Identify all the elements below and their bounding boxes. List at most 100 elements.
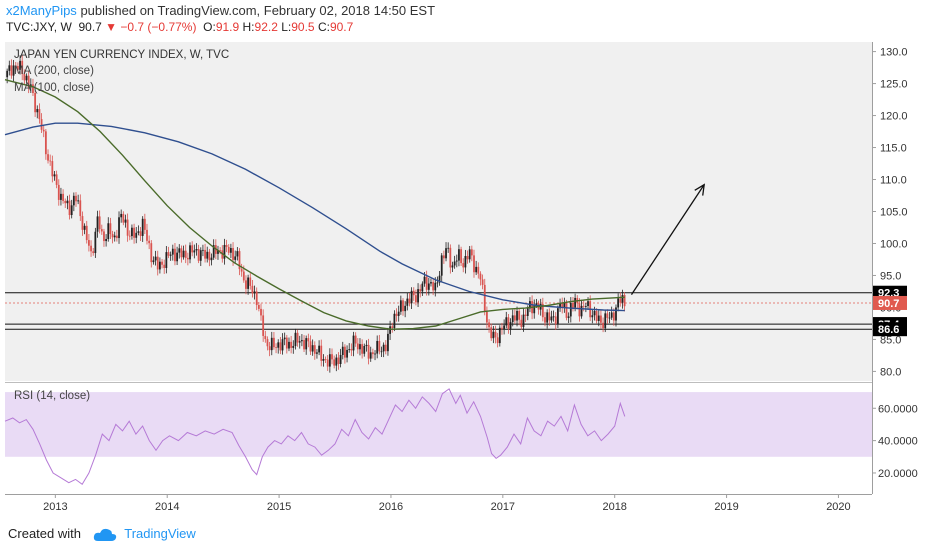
candle-body [492, 331, 495, 339]
candle-body [219, 250, 222, 251]
candle-body [281, 339, 284, 351]
candle-body [356, 343, 359, 350]
candle-body [415, 295, 417, 303]
candle-body [49, 160, 52, 162]
candle-body [501, 327, 503, 329]
candle-body [466, 256, 469, 260]
candle-body [488, 322, 490, 328]
candle-body [331, 354, 333, 360]
low-value: 90.5 [291, 20, 315, 34]
candle-body [96, 216, 99, 232]
candle-body [458, 249, 460, 261]
candle-body [427, 283, 430, 290]
candle-body [83, 225, 86, 230]
candle-body [165, 252, 168, 268]
candle-body [498, 327, 501, 344]
candle-body [268, 346, 271, 351]
candle-body [541, 303, 544, 318]
candle-body [326, 359, 329, 367]
candle-body [75, 195, 77, 202]
candle-body [40, 119, 43, 130]
candle-body [42, 129, 45, 132]
candle-body [468, 249, 471, 260]
candle-body [352, 335, 355, 351]
close-value: 90.7 [329, 20, 354, 34]
price-tag-label: 86.6 [878, 324, 899, 336]
candle-body [72, 195, 75, 206]
candle-body [447, 247, 450, 249]
candle-body [402, 300, 404, 312]
candle-body [350, 349, 353, 351]
candle-body [333, 359, 336, 366]
candle-body [128, 235, 131, 237]
candle-body [309, 341, 312, 352]
candle-body [477, 266, 480, 274]
last-price: 90.7 [78, 20, 102, 34]
candle-body [85, 225, 88, 241]
candle-body [369, 352, 372, 359]
candle-body [597, 315, 600, 321]
author-link[interactable]: x2ManyPips [6, 3, 77, 18]
candle-body [161, 261, 163, 265]
candle-body [587, 301, 589, 307]
candle-body [337, 357, 340, 364]
candle-body [251, 285, 254, 294]
level-price-tag [873, 322, 907, 337]
price-tag-label: 90.7 [878, 298, 899, 310]
candle-body [62, 193, 64, 201]
candle-body [318, 345, 320, 353]
candle-body [247, 277, 250, 289]
candle-body [64, 200, 67, 204]
candle-body [139, 231, 142, 236]
price-tick-label: 110.0 [880, 175, 907, 187]
candle-body [494, 331, 497, 338]
candle-body [53, 174, 56, 177]
time-tick-label: 2013 [43, 501, 67, 513]
publish-info: x2ManyPips published on TradingView.com,… [6, 3, 435, 18]
candle-body [113, 235, 116, 238]
tradingview-brand-link[interactable]: TradingView [124, 526, 196, 541]
candle-body [44, 131, 47, 155]
candle-body [296, 332, 299, 343]
candle-body [277, 342, 280, 348]
chart-canvas[interactable]: 130.0 125.0 120.0 115.0 110.0 105.0 100.0 95.0 9… [0, 0, 932, 520]
candle-body [109, 223, 112, 235]
candle-body [90, 245, 92, 252]
candle-body [533, 305, 536, 314]
candle-body [133, 227, 135, 238]
candle-body [602, 322, 604, 329]
close-label: C: [317, 20, 330, 34]
time-tick-label: 2017 [491, 501, 515, 513]
candle-body [421, 283, 424, 292]
candle-body [253, 291, 256, 294]
candle-body [378, 340, 381, 352]
price-tick-label: 80.0 [880, 366, 901, 378]
candle-body [552, 316, 555, 318]
candle-body [389, 326, 391, 334]
candle-body [464, 256, 467, 268]
candle-body [115, 235, 118, 239]
candle-body [111, 234, 114, 238]
trend-arrow-line[interactable] [630, 184, 705, 296]
ohlc-bar: TVC:JXY, W 90.7 ▼ −0.7 (−0.77%) O:91.9 H… [6, 20, 353, 34]
candle-body [322, 359, 325, 361]
candle-body [565, 302, 568, 318]
time-tick-label: 2019 [714, 501, 738, 513]
high-label: H: [242, 20, 255, 34]
candle-body [47, 154, 49, 161]
candle-body [305, 338, 308, 350]
price-tick-label: 95.0 [880, 270, 901, 282]
tradingview-cloud-icon [93, 528, 116, 541]
candle-body [563, 302, 566, 308]
candle-body [300, 340, 303, 342]
candle-body [208, 251, 211, 261]
footer: Created with TradingView [8, 526, 196, 542]
rsi-title: RSI (14, close) [14, 390, 90, 402]
candle-body [470, 249, 473, 256]
candle-body [346, 349, 348, 358]
candle-body [10, 65, 13, 76]
candle-body [376, 340, 379, 354]
time-tick-label: 2015 [267, 501, 291, 513]
candle-body [38, 109, 41, 120]
candle-body [229, 248, 232, 253]
